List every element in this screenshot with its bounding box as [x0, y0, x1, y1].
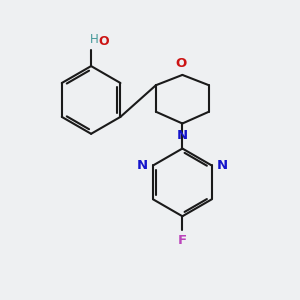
- Text: O: O: [98, 35, 109, 48]
- Text: H: H: [90, 33, 98, 46]
- Text: N: N: [217, 159, 228, 172]
- Text: N: N: [136, 159, 148, 172]
- Text: F: F: [178, 234, 187, 247]
- Text: N: N: [177, 129, 188, 142]
- Text: O: O: [175, 57, 187, 70]
